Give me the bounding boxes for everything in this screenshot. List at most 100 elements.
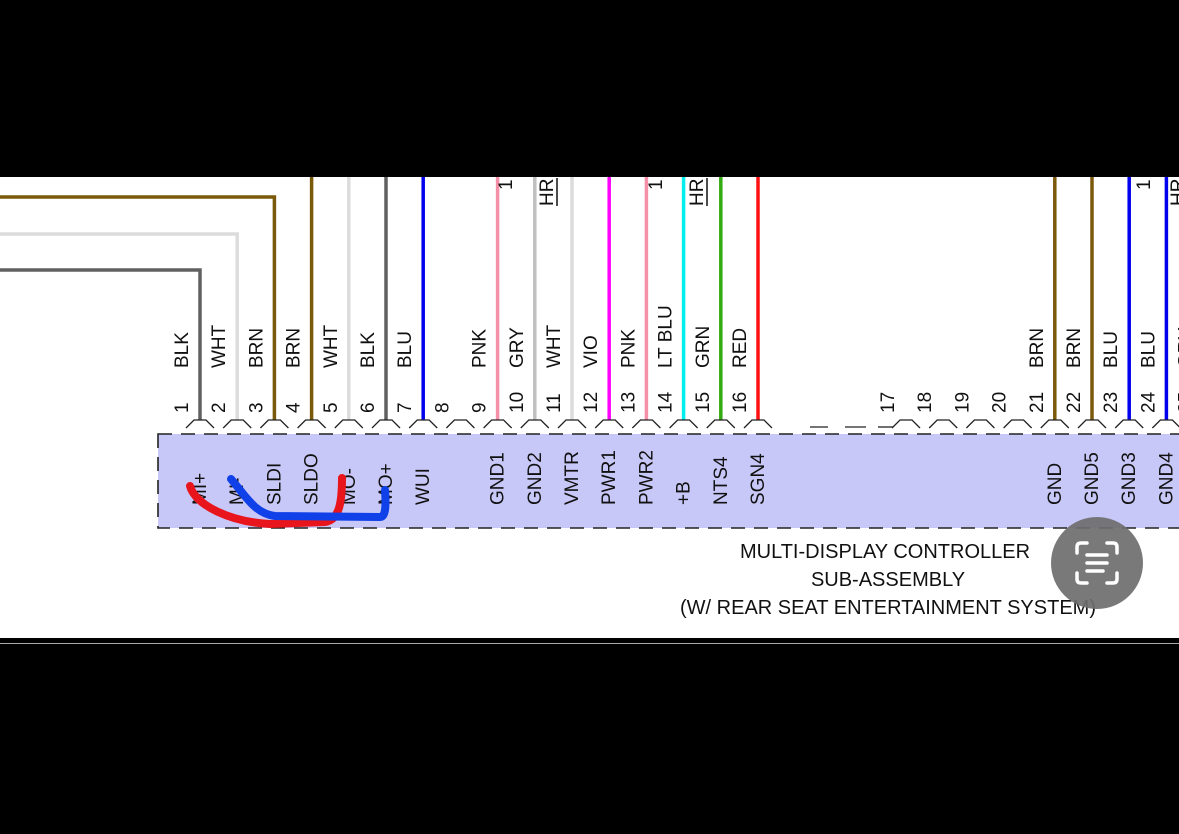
- wire-color-label: PNK: [618, 329, 639, 368]
- pin-3: 3 BRN SLDI: [246, 328, 289, 505]
- text-scan-button[interactable]: [1051, 517, 1143, 609]
- pin-6: 6 BLK MO+: [358, 332, 401, 505]
- wire-color-label: GRN: [693, 326, 714, 368]
- pin-number: 24: [1138, 391, 1159, 413]
- connector-terminal: [594, 419, 624, 429]
- connector-terminal: [631, 419, 661, 429]
- annotation-blue-stroke: [227, 475, 390, 522]
- pin-21: 21 BRN GND: [1027, 328, 1070, 505]
- pin-8: 8: [432, 402, 475, 429]
- wire-3: [0, 195, 277, 420]
- pin-function-label: SLDI: [264, 463, 285, 505]
- pin-25: 25 GRY: [1176, 327, 1179, 413]
- connector-terminal: [1040, 419, 1070, 429]
- pin-function-label: MO+: [376, 463, 397, 505]
- connector-terminal: [222, 419, 252, 429]
- wire-color-label: LT BLU: [656, 305, 677, 368]
- pin-number: 3: [246, 402, 267, 413]
- wire-color-label: WHT: [321, 324, 342, 368]
- cut-off-label: HR: [1168, 179, 1179, 206]
- pin-11: 11 WHT VMTR: [544, 324, 587, 505]
- pin-number: 23: [1101, 392, 1122, 413]
- pin-number: 25: [1176, 392, 1179, 413]
- cut-off-label: 1: [1134, 179, 1155, 190]
- pin-number: 4: [284, 402, 305, 413]
- pin-function-label: WUI: [413, 468, 434, 505]
- wire-color-label: GRY: [507, 327, 528, 368]
- annotation-red-stroke: [186, 474, 346, 529]
- wire-color-label: GRY: [1176, 327, 1179, 368]
- wire-color-label: WHT: [544, 324, 565, 368]
- pin-function-label: GND3: [1119, 452, 1140, 505]
- connector-terminal: [408, 419, 438, 429]
- component-box: [157, 433, 1179, 529]
- connector-terminal: [259, 419, 289, 429]
- pin-15: 15 GRN NTS4: [693, 326, 736, 505]
- pin-function-label: GND: [1045, 463, 1066, 505]
- connector-terminal: [371, 419, 401, 429]
- wire-1: [0, 268, 202, 420]
- pin-16: 16 RED SGN4: [730, 328, 773, 505]
- connector-terminal: [1003, 419, 1033, 429]
- wires: [0, 170, 1169, 420]
- pin-number: 14: [656, 391, 677, 413]
- connector-terminal: [334, 419, 364, 429]
- connector-terminal: [297, 419, 327, 429]
- wire-color-label: PNK: [470, 329, 491, 368]
- wire-color-label: BLU: [1138, 331, 1159, 368]
- wire-color-label: VIO: [581, 335, 602, 368]
- connector-terminal: [965, 419, 995, 429]
- pin-function-label: GND4: [1156, 452, 1177, 505]
- pin-23: 23 BLU GND3: [1101, 331, 1144, 505]
- connector-terminal: [743, 419, 773, 429]
- connector-terminal: [1151, 419, 1179, 429]
- text-scan-icon: [1075, 541, 1119, 585]
- pin-number: 15: [693, 392, 714, 413]
- pin-number: 21: [1027, 392, 1048, 413]
- wire-color-label: BRN: [284, 328, 305, 368]
- pin-4: 4 BRN SLDO: [284, 328, 327, 505]
- pin-number: 18: [915, 392, 936, 413]
- wire-color-label: BLU: [395, 331, 416, 368]
- pin-number: 19: [952, 392, 973, 413]
- top-black-bar: [0, 0, 1179, 177]
- wire-color-label: WHT: [209, 324, 230, 368]
- pin-number: 11: [544, 393, 565, 413]
- pin-number: 20: [990, 392, 1011, 413]
- pin-number: 16: [730, 392, 751, 413]
- connector-terminal: [185, 419, 215, 429]
- pin-number: 8: [432, 402, 453, 413]
- pin-10: 10 GRY GND2: [507, 327, 550, 505]
- pin-function-label: GND2: [525, 452, 546, 505]
- wire-color-label: BRN: [1064, 328, 1085, 368]
- pin-20: 20: [990, 392, 1033, 429]
- pin-19: 19: [952, 392, 995, 429]
- pin-function-label: GND5: [1082, 452, 1103, 505]
- pin-14: 14 LT BLU +B: [656, 305, 699, 505]
- top-cut-labels: 1 HR 1 HR 1 HR: [496, 178, 1179, 206]
- pin-number: 2: [209, 402, 230, 413]
- pin-13: 13 PNK PWR2: [618, 329, 661, 505]
- connector-terminal: [891, 419, 921, 429]
- pin-number: 12: [581, 392, 602, 413]
- pin-function-label: NTS4: [711, 456, 732, 505]
- connector-terminal: [1077, 419, 1107, 429]
- pin-function-label: PWR1: [599, 450, 620, 505]
- cut-off-label: HR: [687, 179, 708, 206]
- wire-color-label: RED: [730, 328, 751, 368]
- connector-terminal: [520, 419, 550, 429]
- pin-12: 12 VIO PWR1: [581, 335, 624, 505]
- caption-line-1: MULTI-DISPLAY CONTROLLER: [740, 541, 1030, 563]
- pin-9: 9 PNK GND1: [470, 329, 513, 505]
- pin-18: 18: [915, 392, 958, 429]
- connector-terminal: [669, 419, 699, 429]
- pin-number: 22: [1064, 392, 1085, 413]
- connector-terminal: [706, 419, 736, 429]
- wire-2: [0, 232, 239, 420]
- pin-number: 6: [358, 402, 379, 413]
- pin-function-label: PWR2: [636, 450, 657, 505]
- cut-off-label: HR: [537, 179, 558, 206]
- pin-17: 17: [878, 392, 921, 429]
- pin-number: 13: [618, 392, 639, 413]
